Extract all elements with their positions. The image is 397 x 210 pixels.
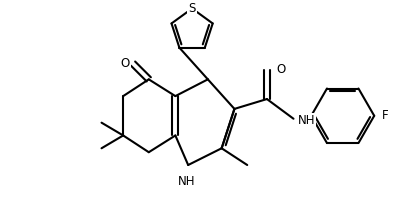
Text: S: S xyxy=(189,2,196,15)
Text: O: O xyxy=(121,57,130,70)
Text: O: O xyxy=(277,63,286,76)
Text: F: F xyxy=(382,109,389,122)
Text: NH: NH xyxy=(177,175,195,188)
Text: NH: NH xyxy=(297,114,315,127)
